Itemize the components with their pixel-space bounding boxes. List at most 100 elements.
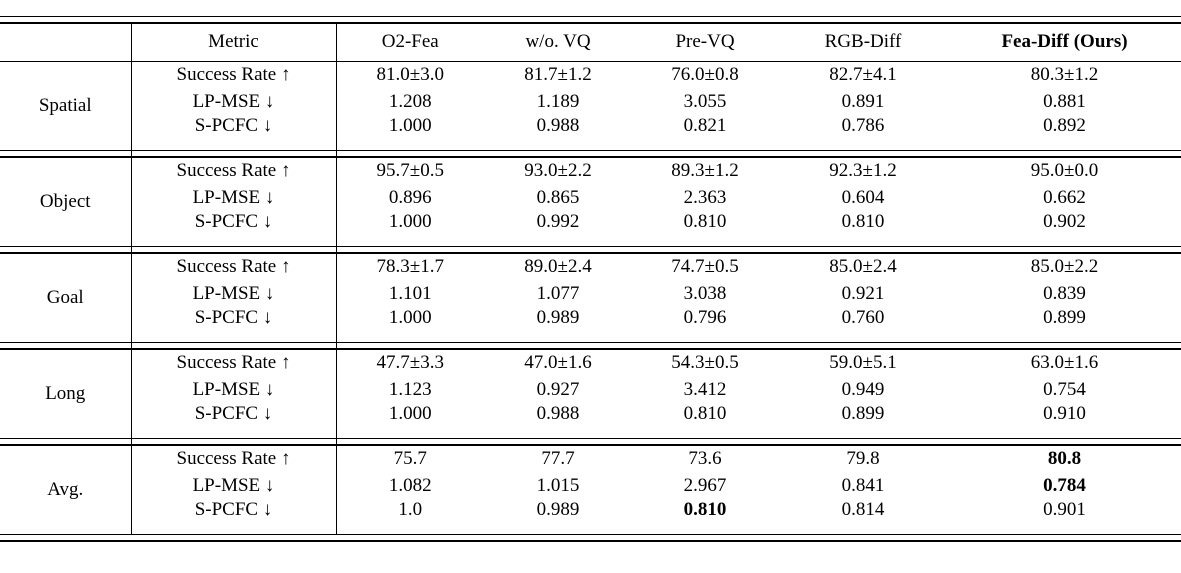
- cell: 1.208: [388, 90, 432, 112]
- cell: 2.967: [683, 474, 727, 496]
- group-label: Long: [0, 349, 132, 439]
- cell: 0.786: [841, 115, 885, 136]
- cell: 47.7±3.3: [376, 352, 444, 373]
- cell: 92.3±1.2: [829, 160, 897, 181]
- cell: 0.814: [841, 499, 885, 520]
- header-rgb-diff: RGB-Diff: [824, 31, 902, 53]
- separator-row: [0, 150, 1181, 158]
- cell: 74.7±0.5: [671, 256, 739, 277]
- cell: 0.796: [683, 307, 727, 328]
- metric-label: LP-MSE ↓: [131, 184, 337, 211]
- cell: 81.7±1.2: [524, 63, 592, 85]
- cell: 0.921: [841, 282, 885, 304]
- table-row: Goal Success Rate ↑ 78.3±1.7 89.0±2.4 74…: [0, 253, 1181, 343]
- cell: 0.989: [536, 499, 580, 520]
- metric-label: LP-MSE ↓: [131, 472, 337, 499]
- header-wo-vq: w/o. VQ: [525, 31, 591, 53]
- group-goal: Goal Success Rate ↑ 78.3±1.7 89.0±2.4 74…: [0, 253, 1181, 343]
- cell: 1.015: [536, 474, 580, 496]
- group-label: Spatial: [0, 61, 132, 151]
- cell: 75.7: [393, 448, 427, 469]
- cell: 1.000: [388, 115, 432, 136]
- cell: 0.988: [536, 115, 580, 136]
- cell: 95.0±0.0: [1030, 160, 1099, 181]
- cell: 1.000: [388, 403, 432, 424]
- metric-label: S-PCFC ↓: [131, 499, 337, 535]
- table-row: LP-MSE ↓ 1.082 1.015 2.967 0.841 0.784: [0, 472, 1181, 499]
- results-table: Metric O2-Fea w/o. VQ Pre-VQ RGB-Diff Fe…: [0, 22, 1181, 535]
- table-row: LP-MSE ↓ 1.123 0.927 3.412 0.949 0.754: [0, 376, 1181, 403]
- cell: 85.0±2.4: [829, 256, 897, 277]
- metric-label: S-PCFC ↓: [131, 307, 337, 343]
- cell: 89.0±2.4: [524, 256, 592, 277]
- group-separator: [0, 246, 1181, 254]
- group-separator: [0, 438, 1181, 446]
- group-label: Goal: [0, 253, 132, 343]
- table-row: S-PCFC ↓ 1.000 0.988 0.810 0.899 0.910: [0, 403, 1181, 439]
- cell: 3.412: [683, 378, 727, 400]
- cell: 79.8: [846, 448, 880, 469]
- cell: 0.891: [841, 90, 885, 112]
- metric-label: Success Rate ↑: [131, 349, 337, 376]
- metric-label: Success Rate ↑: [131, 445, 337, 472]
- cell: 0.899: [841, 403, 885, 424]
- cell: 1.077: [536, 282, 580, 304]
- metric-label: Success Rate ↑: [131, 157, 337, 184]
- cell: 0.662: [1043, 186, 1086, 208]
- metric-label: LP-MSE ↓: [131, 376, 337, 403]
- group-long: Long Success Rate ↑ 47.7±3.3 47.0±1.6 54…: [0, 349, 1181, 439]
- cell: 0.902: [1043, 211, 1086, 232]
- table-row: Long Success Rate ↑ 47.7±3.3 47.0±1.6 54…: [0, 349, 1181, 439]
- group-label: Object: [0, 157, 132, 247]
- cell: 78.3±1.7: [376, 256, 444, 277]
- cell: 0.865: [536, 186, 580, 208]
- cell: 0.810: [683, 211, 727, 232]
- cell: 0.892: [1043, 115, 1086, 136]
- table-row: S-PCFC ↓ 1.000 0.989 0.796 0.760 0.899: [0, 307, 1181, 343]
- cell: 1.000: [388, 211, 432, 232]
- cell: 0.810: [683, 403, 727, 424]
- cell-best: 0.810: [683, 499, 727, 520]
- cell: 47.0±1.6: [524, 352, 592, 373]
- separator-row: [0, 246, 1181, 254]
- group-label: Avg.: [0, 445, 132, 535]
- table-row: LP-MSE ↓ 1.208 1.189 3.055 0.891 0.881: [0, 88, 1181, 115]
- cell: 1.082: [388, 474, 432, 496]
- cell: 0.988: [536, 403, 580, 424]
- cell: 3.038: [683, 282, 727, 304]
- cell: 0.810: [841, 211, 885, 232]
- cell-best: 80.8: [1047, 448, 1082, 469]
- cell: 77.7: [541, 448, 575, 469]
- metric-label: S-PCFC ↓: [131, 115, 337, 151]
- cell: 0.949: [841, 378, 885, 400]
- cell: 81.0±3.0: [376, 63, 444, 85]
- cell: 89.3±1.2: [671, 160, 739, 181]
- cell: 76.0±0.8: [671, 63, 739, 85]
- cell: 0.821: [683, 115, 727, 136]
- cell: 54.3±0.5: [671, 352, 739, 373]
- table-row: LP-MSE ↓ 0.896 0.865 2.363 0.604 0.662: [0, 184, 1181, 211]
- metric-label: Success Rate ↑: [131, 61, 337, 88]
- header-fea-diff-ours: Fea-Diff (Ours): [1001, 31, 1128, 53]
- cell: 3.055: [683, 90, 727, 112]
- cell-best: 0.784: [1043, 474, 1086, 496]
- cell: 1.101: [388, 282, 432, 304]
- cell: 0.901: [1043, 499, 1086, 520]
- cell: 0.881: [1043, 90, 1086, 112]
- group-spatial: Spatial Success Rate ↑ 81.0±3.0 81.7±1.2…: [0, 61, 1181, 151]
- cell: 63.0±1.6: [1030, 352, 1099, 373]
- cell: 1.189: [536, 90, 580, 112]
- cell: 0.989: [536, 307, 580, 328]
- metric-label: LP-MSE ↓: [131, 88, 337, 115]
- separator-row: [0, 342, 1181, 350]
- header-group-empty: [0, 23, 132, 61]
- cell: 1.123: [388, 378, 432, 400]
- cell: 2.363: [683, 186, 727, 208]
- cell: 80.3±1.2: [1030, 63, 1099, 85]
- cell: 82.7±4.1: [829, 63, 897, 85]
- cell: 0.604: [841, 186, 885, 208]
- cell: 0.760: [841, 307, 885, 328]
- cell: 0.841: [841, 474, 885, 496]
- metric-label: Success Rate ↑: [131, 253, 337, 280]
- cell: 0.992: [536, 211, 580, 232]
